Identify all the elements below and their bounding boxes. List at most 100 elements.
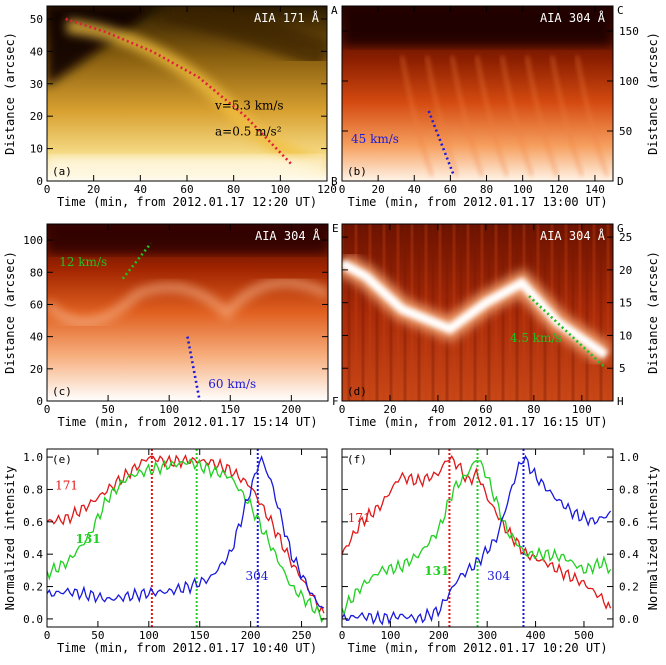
x-tick-label: 200 <box>429 629 449 642</box>
y-tick-label: 10 <box>30 143 43 156</box>
x-axis-label: Time (min, from 2012.01.17 13:00 UT) <box>347 195 607 209</box>
x-tick-label: 150 <box>190 629 210 642</box>
heatmap-features <box>47 6 327 181</box>
x-tick-label: 200 <box>241 629 261 642</box>
x-tick-label: 60 <box>444 183 457 196</box>
annotation: 45 km/s <box>351 132 399 146</box>
panel-label: (f) <box>347 453 367 466</box>
y-axis-label: Distance (arcsec) <box>3 251 17 374</box>
annotation: 12 km/s <box>59 255 107 269</box>
y-tick-label: 40 <box>30 331 43 344</box>
panel-f: 131 171 304 (f) 0 100 200 300 400 500 0.0 0.2 0.4 0.6… <box>339 448 660 655</box>
y-axis-label: Distance (arcsec) <box>3 32 17 155</box>
x-tick-label: 250 <box>292 629 312 642</box>
x-tick-label: 20 <box>87 183 100 196</box>
x-tick-label: 500 <box>574 629 594 642</box>
legend-label: 304 <box>246 569 269 583</box>
panel-title: AIA 304 Å <box>540 228 606 243</box>
x-tick-label: 100 <box>139 629 159 642</box>
x-tick-label: 60 <box>479 403 492 416</box>
panel-label: (e) <box>52 453 72 466</box>
series-171 <box>342 454 612 610</box>
y-tick-label: 25 <box>619 231 632 244</box>
heatmap-features <box>47 224 328 326</box>
x-tick-label: 0 <box>339 183 346 196</box>
panel-title: AIA 171 Å <box>254 10 320 25</box>
y-tick-label: 50 <box>619 125 632 138</box>
y-tick-label: 20 <box>30 363 43 376</box>
y-axis-label: Distance (arcsec) <box>646 32 660 155</box>
corner-label: H <box>617 395 624 408</box>
x-tick-label: 140 <box>585 183 605 196</box>
y-tick-label: 60 <box>30 298 43 311</box>
series-131 <box>47 458 325 624</box>
corner-label: G <box>617 222 624 235</box>
y-tick-label: 30 <box>30 78 43 91</box>
x-tick-label: 150 <box>220 403 240 416</box>
panel-c: AIA 304 Å12 km/s60 km/sEF(c)0 50 100 150 200… <box>3 222 339 429</box>
x-tick-label: 50 <box>101 403 114 416</box>
x-tick-label: 80 <box>480 183 493 196</box>
y-tick-label: 0.0 <box>23 613 43 626</box>
x-tick-label: 40 <box>408 183 421 196</box>
legend-label: 304 <box>487 569 510 583</box>
panel-label: (a) <box>52 165 72 178</box>
y-tick-label: 0.2 <box>23 581 43 594</box>
x-tick-label: 400 <box>526 629 546 642</box>
x-tick-label: 200 <box>281 403 301 416</box>
corner-label: F <box>332 395 339 408</box>
corner-label: A <box>331 4 338 17</box>
y-tick-label: 80 <box>30 266 43 279</box>
x-tick-label: 100 <box>270 183 290 196</box>
x-tick-label: 120 <box>317 183 337 196</box>
panel-label: (d) <box>347 385 367 398</box>
series-304 <box>47 454 325 609</box>
legend-label: 171 <box>348 511 371 525</box>
y-tick-label: 15 <box>619 297 632 310</box>
x-tick-label: 0 <box>44 183 51 196</box>
x-axis-label: Time (min, from 2012.01.17 10:20 UT) <box>347 641 607 655</box>
heatmap-features <box>342 6 613 177</box>
axes-frame <box>46 223 329 402</box>
panel-e: 131 171 304 (e) 0 50 100 150 200 250 0.0 0.2 0.4 0.6 0… <box>3 448 328 655</box>
x-tick-label: 100 <box>513 183 533 196</box>
legend-label: 131 <box>76 532 101 546</box>
series-304 <box>342 454 612 626</box>
axes-frame <box>341 223 614 402</box>
x-tick-label: 0 <box>44 629 51 642</box>
y-tick-label: 40 <box>30 45 43 58</box>
x-tick-label: 0 <box>339 403 346 416</box>
y-axis-label: Normalized intensity <box>3 466 17 611</box>
fit-line <box>427 110 456 177</box>
x-tick-label: 100 <box>159 403 179 416</box>
x-axis-label: Time (min, from 2012.01.17 12:20 UT) <box>57 195 317 209</box>
y-tick-label: 150 <box>619 25 639 38</box>
x-tick-label: 50 <box>91 629 104 642</box>
y-tick-label: 5 <box>619 362 626 375</box>
panel-title: AIA 304 Å <box>540 10 606 25</box>
y-tick-label: 20 <box>30 110 43 123</box>
corner-label: D <box>617 175 624 188</box>
y-tick-label: 0 <box>36 175 43 188</box>
y-axis-label: Normalized intensity <box>646 466 660 611</box>
axes-frame <box>341 5 614 182</box>
y-tick-label: 0.8 <box>23 483 43 496</box>
y-tick-label: 0.6 <box>619 516 639 529</box>
x-tick-label: 0 <box>44 403 51 416</box>
x-tick-label: 60 <box>180 183 193 196</box>
annotation: 4.5 km/s <box>510 331 562 345</box>
corner-label: E <box>332 222 339 235</box>
panel-b: AIA 304 Å 45 km/s C D (b)0 20 40 60 80 100 120 140 5… <box>339 4 660 209</box>
annotation: a=0.5 m/s² <box>215 125 282 139</box>
heatmap-features <box>342 224 613 401</box>
x-axis-label: Time (min, from 2012.01.17 10:40 UT) <box>57 641 317 655</box>
corner-label: C <box>617 4 624 17</box>
y-tick-label: 0.0 <box>619 613 639 626</box>
y-tick-label: 20 <box>619 264 632 277</box>
y-tick-label: 0 <box>36 395 43 408</box>
fit-line <box>186 336 201 402</box>
axes-frame <box>341 448 614 628</box>
x-tick-label: 80 <box>227 183 240 196</box>
